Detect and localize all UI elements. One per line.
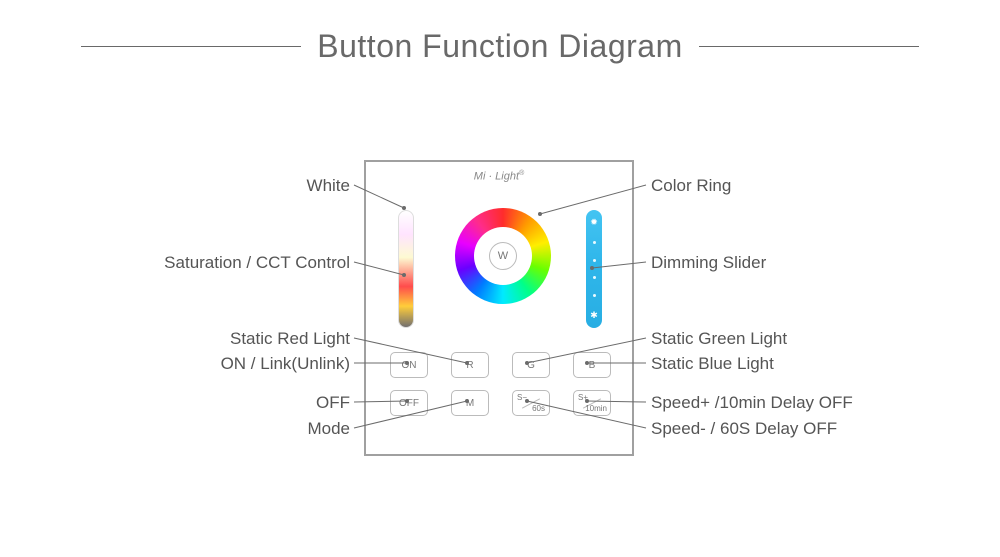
brightness-min-icon: ✱ <box>590 311 598 320</box>
label-spdM: Speed- / 60S Delay OFF <box>651 419 837 439</box>
title-line-right <box>699 46 919 47</box>
label-blue: Static Blue Light <box>651 354 774 374</box>
title-line-left <box>81 46 301 47</box>
label-spdP: Speed+ /10min Delay OFF <box>651 393 853 413</box>
button-grid: ON R G B OFF M S− 60s S+ 10min <box>390 352 612 416</box>
label-sat: Saturation / CCT Control <box>164 253 350 273</box>
ring-mask: W <box>474 227 532 285</box>
speed-plus-button[interactable]: S+ 10min <box>573 390 611 416</box>
brand-label: Mi · Light® <box>474 170 524 183</box>
controller-panel: Mi · Light® W ✹ ✱ ON R G B OFF M S− <box>364 160 634 456</box>
title-row: Button Function Diagram <box>0 0 1000 65</box>
label-on: ON / Link(Unlink) <box>221 354 350 374</box>
label-green: Static Green Light <box>651 329 787 349</box>
brightness-max-icon: ✹ <box>590 218 598 227</box>
speed-minus-button[interactable]: S− 60s <box>512 390 550 416</box>
label-red: Static Red Light <box>230 329 350 349</box>
b-button[interactable]: B <box>573 352 611 378</box>
dimming-slider[interactable]: ✹ ✱ <box>586 210 602 328</box>
label-off: OFF <box>316 393 350 413</box>
saturation-slider[interactable] <box>398 210 414 328</box>
r-button[interactable]: R <box>451 352 489 378</box>
label-mode: Mode <box>307 419 350 439</box>
off-button[interactable]: OFF <box>390 390 428 416</box>
white-button[interactable]: W <box>489 242 517 270</box>
label-ring: Color Ring <box>651 176 731 196</box>
m-button[interactable]: M <box>451 390 489 416</box>
color-ring[interactable]: W <box>455 208 551 304</box>
label-white: White <box>307 176 350 196</box>
page-title: Button Function Diagram <box>317 28 682 65</box>
on-button[interactable]: ON <box>390 352 428 378</box>
g-button[interactable]: G <box>512 352 550 378</box>
label-dim: Dimming Slider <box>651 253 766 273</box>
